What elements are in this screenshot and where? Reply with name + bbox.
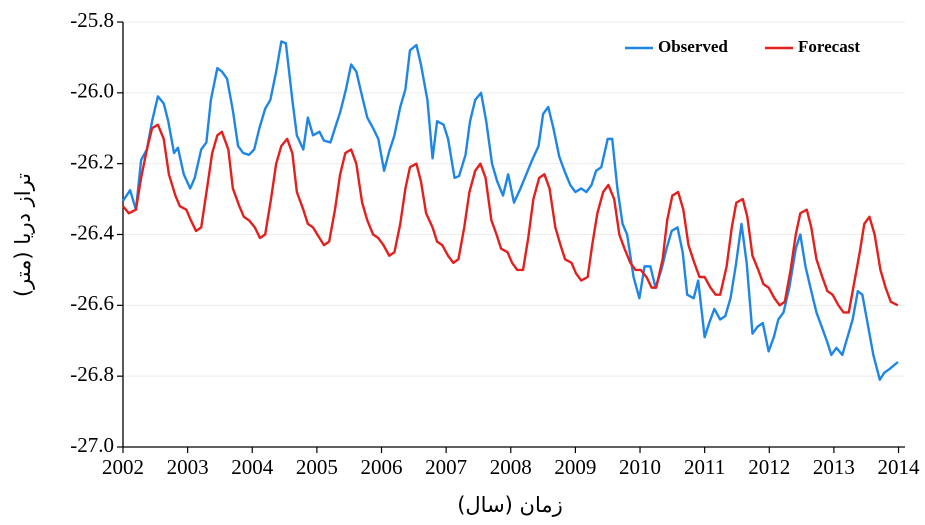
- y-axis-title: تراز دریا (متر): [11, 173, 35, 297]
- y-tick-label: -26.6: [70, 291, 114, 315]
- data-line: [122, 40, 899, 381]
- x-tick-label: 2014: [878, 455, 921, 479]
- y-tick-label: -25.8: [70, 8, 114, 32]
- x-tick-label: 2006: [361, 455, 403, 479]
- x-tick-label: 2002: [102, 455, 144, 479]
- y-tick-label: -26.2: [70, 149, 114, 173]
- x-tick-label: 2007: [425, 455, 467, 479]
- x-tick-label: 2010: [619, 455, 661, 479]
- x-tick-label: 2009: [554, 455, 596, 479]
- x-tick-label: 2012: [748, 455, 790, 479]
- y-tick-label: -26.8: [70, 362, 114, 386]
- x-tick-label: 2004: [231, 455, 274, 479]
- data-line: [122, 123, 899, 314]
- x-tick-label: 2013: [813, 455, 855, 479]
- y-tick-label: -26.0: [70, 79, 114, 103]
- legend-label: Forecast: [798, 37, 860, 56]
- x-axis-title: زمان (سال): [457, 493, 563, 517]
- x-tick-label: 2008: [490, 455, 532, 479]
- x-tick-label: 2005: [296, 455, 338, 479]
- x-tick-label: 2003: [167, 455, 209, 479]
- y-tick-label: -27.0: [70, 433, 114, 457]
- legend-label: Observed: [658, 37, 728, 56]
- y-tick-label: -26.4: [70, 220, 114, 244]
- x-tick-label: 2011: [684, 455, 725, 479]
